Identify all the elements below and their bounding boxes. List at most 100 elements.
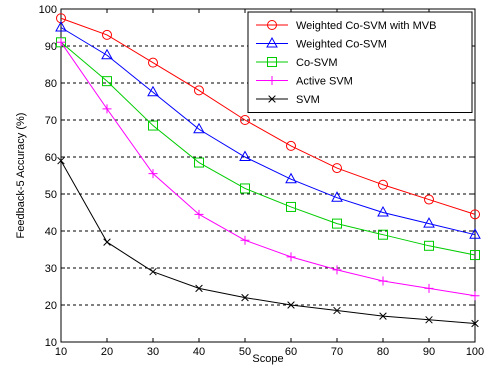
y-axis-label: Feedback-5 Accuracy (%): [15, 113, 27, 239]
data-point: [331, 191, 343, 202]
data-point: [379, 312, 387, 320]
x-tick-label: 60: [285, 346, 297, 358]
legend-marker: [266, 36, 278, 48]
legend-label: Co-SVM: [296, 57, 338, 69]
data-point: [101, 48, 113, 60]
data-point: [286, 252, 296, 262]
data-point: [285, 172, 297, 184]
data-point: [102, 29, 112, 40]
legend-marker: [267, 76, 277, 85]
data-point: [286, 140, 296, 151]
data-point: [102, 104, 112, 114]
legend-label: Active SVM: [296, 76, 353, 88]
data-point: [148, 120, 158, 131]
y-tick-label: 50: [45, 189, 57, 201]
data-point: [241, 293, 249, 302]
data-point: [240, 115, 250, 125]
series-line: [60, 42, 476, 297]
legend-item: Active SVM: [256, 76, 353, 88]
legend-item: Weighted Co-SVM: [256, 36, 387, 51]
y-tick-label: 70: [45, 115, 57, 127]
legend-marker: [267, 57, 277, 67]
data-point: [55, 20, 67, 32]
series-1: [55, 20, 481, 239]
data-point: [424, 240, 434, 251]
x-tick-label: 10: [55, 346, 67, 358]
x-tick-label: 70: [331, 346, 343, 358]
data-point: [423, 217, 435, 228]
data-point: [239, 150, 251, 161]
series-4: [57, 156, 479, 328]
data-point: [470, 250, 480, 261]
data-point: [103, 238, 111, 246]
grid-lines: [61, 45, 475, 306]
series-0: [56, 13, 480, 220]
x-axis-label: Scope: [252, 353, 283, 365]
y-tick-label: 20: [45, 300, 57, 312]
x-tick-label: 40: [193, 346, 205, 358]
data-point: [57, 156, 65, 165]
data-point: [332, 163, 342, 174]
y-tick-label: 80: [45, 78, 57, 90]
data-point: [286, 201, 296, 212]
data-point: [471, 319, 479, 328]
data-point: [424, 194, 434, 205]
data-point: [287, 301, 295, 309]
legend-item: Weighted Co-SVM with MVB: [256, 20, 436, 32]
data-point: [424, 283, 434, 293]
data-point: [378, 179, 388, 190]
data-point: [148, 169, 158, 179]
data-point: [332, 265, 342, 275]
data-point: [425, 316, 433, 324]
y-tick-label: 90: [45, 41, 57, 53]
plot-area: [60, 8, 476, 343]
data-point: [194, 157, 204, 168]
legend-marker: [268, 95, 276, 103]
data-point: [193, 122, 205, 134]
data-point: [148, 57, 158, 68]
data-point: [378, 276, 388, 286]
data-point: [469, 228, 481, 239]
data-point: [377, 205, 389, 217]
x-tick-label: 80: [377, 346, 389, 358]
legend: Weighted Co-SVM with MVB Weighted Co-SVM C…: [247, 11, 473, 113]
data-point: [240, 235, 250, 245]
data-point: [378, 229, 388, 240]
data-point: [147, 85, 159, 97]
data-point: [470, 291, 480, 301]
data-point: [194, 85, 204, 96]
legend-item: Co-SVM: [256, 57, 338, 69]
legend-label: SVM: [296, 94, 320, 106]
y-tick-label: 40: [45, 226, 57, 238]
data-point: [195, 284, 203, 293]
x-tick-label: 50: [239, 346, 251, 358]
data-point: [102, 76, 112, 87]
y-tick-label: 10: [45, 337, 57, 349]
x-tick-label: 90: [423, 346, 435, 358]
data-point: [194, 209, 204, 219]
data-point: [56, 37, 66, 47]
legend-marker: [267, 20, 277, 30]
data-point: [149, 267, 157, 276]
series-line: [60, 27, 476, 236]
data-point: [240, 183, 250, 194]
x-tick-label: 30: [147, 346, 159, 358]
y-tick-label: 30: [45, 263, 57, 275]
y-tick-label: 100: [39, 4, 57, 16]
x-tick-label: 100: [466, 346, 484, 358]
x-tick-label: 20: [101, 346, 113, 358]
data-point: [333, 306, 341, 315]
series-line: [60, 160, 476, 324]
series-line: [60, 17, 476, 215]
legend-item: SVM: [256, 94, 320, 106]
series-lines: [55, 13, 481, 328]
y-tick-label: 60: [45, 152, 57, 164]
series-line: [60, 41, 476, 256]
axis-ticks: 10 20 30 40 50 60 70 80 90 100 10 20 30 40 50 60 70 80 90 1…: [39, 4, 485, 358]
legend-label: Weighted Co-SVM with MVB: [296, 20, 436, 32]
series-3: [56, 37, 480, 301]
legend-label: Weighted Co-SVM: [296, 39, 387, 51]
data-point: [470, 209, 480, 220]
data-point: [332, 218, 342, 229]
